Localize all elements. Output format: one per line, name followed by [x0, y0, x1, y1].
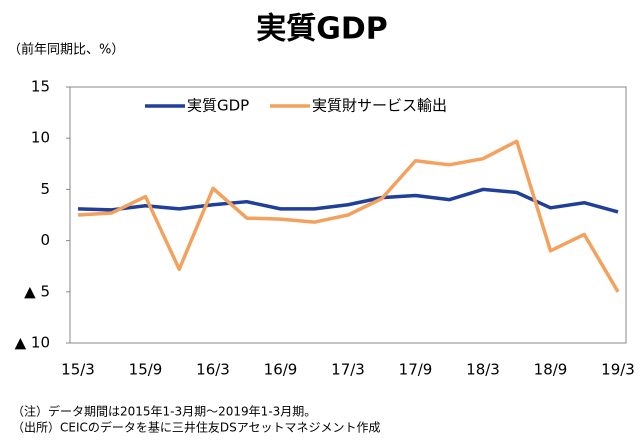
- y-axis-label: （前年同期比、%）: [8, 42, 124, 58]
- x-tick-label: 19/3: [601, 361, 635, 379]
- y-tick-label: ▲ 10: [15, 334, 50, 352]
- y-tick-label: 15: [31, 78, 50, 96]
- line-series: [77, 187, 619, 214]
- legend-label: 実質財サービス輸出: [312, 97, 447, 115]
- x-tick-label: 17/9: [399, 361, 433, 379]
- y-tick-label: 10: [31, 129, 50, 147]
- plot-area: [69, 86, 627, 344]
- y-tick-label: 0: [40, 231, 50, 249]
- x-tick-label: 16/9: [264, 361, 298, 379]
- x-tick-label: 15/3: [61, 361, 95, 379]
- x-tick-label: 16/3: [196, 361, 230, 379]
- note: （出所）CEICのデータを基に三井住友DSアセットマネジメント作成: [12, 420, 381, 435]
- x-tick-label: 17/3: [331, 361, 365, 379]
- chart-title: 実質GDP: [256, 12, 388, 47]
- y-tick-label: ▲ 5: [24, 282, 50, 300]
- x-tick-label: 18/3: [466, 361, 500, 379]
- x-tick-label: 15/9: [129, 361, 163, 379]
- line-series: [77, 139, 620, 293]
- x-tick-label: 18/9: [534, 361, 568, 379]
- note: （注）データ期間は2015年1-3月期～2019年1-3月期。: [12, 404, 316, 419]
- y-tick-label: 5: [40, 180, 50, 198]
- legend-label: 実質GDP: [187, 97, 249, 115]
